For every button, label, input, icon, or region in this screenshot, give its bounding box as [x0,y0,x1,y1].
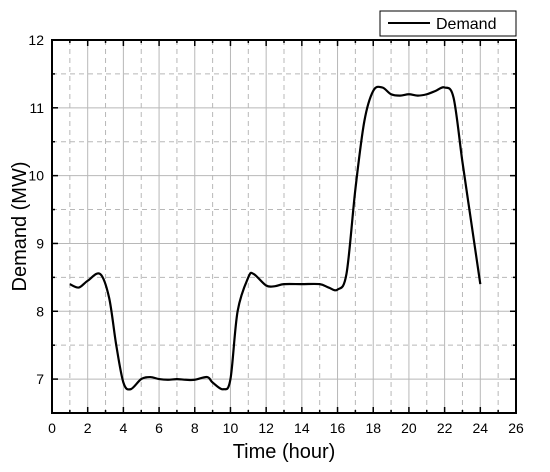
x-tick-label: 16 [330,420,346,436]
x-tick-label: 18 [365,420,381,436]
x-tick-label: 26 [508,420,524,436]
x-tick-label: 22 [437,420,453,436]
x-tick-label: 24 [473,420,489,436]
x-tick-label: 0 [48,420,56,436]
y-tick-label: 7 [36,371,44,387]
y-tick-label: 12 [28,32,44,48]
x-tick-label: 6 [155,420,163,436]
x-tick-label: 10 [223,420,239,436]
x-tick-label: 8 [191,420,199,436]
y-tick-label: 8 [36,303,44,319]
x-tick-label: 2 [84,420,92,436]
series-lines [69,85,482,391]
y-axis-title: Demand (MW) [9,161,31,291]
legend: Demand [379,10,517,37]
series-line-demand [69,85,482,391]
legend-label-demand: Demand [436,16,496,33]
x-tick-label: 4 [119,420,127,436]
y-tick-label: 9 [36,235,44,251]
grid [52,40,516,413]
x-axis-title: Time (hour) [233,441,336,463]
y-tick-label: 11 [29,100,44,116]
x-tick-label: 12 [258,420,274,436]
x-tick-label: 14 [294,420,310,436]
x-tick-label: 20 [401,420,417,436]
y-tick-label: 10 [28,168,44,184]
